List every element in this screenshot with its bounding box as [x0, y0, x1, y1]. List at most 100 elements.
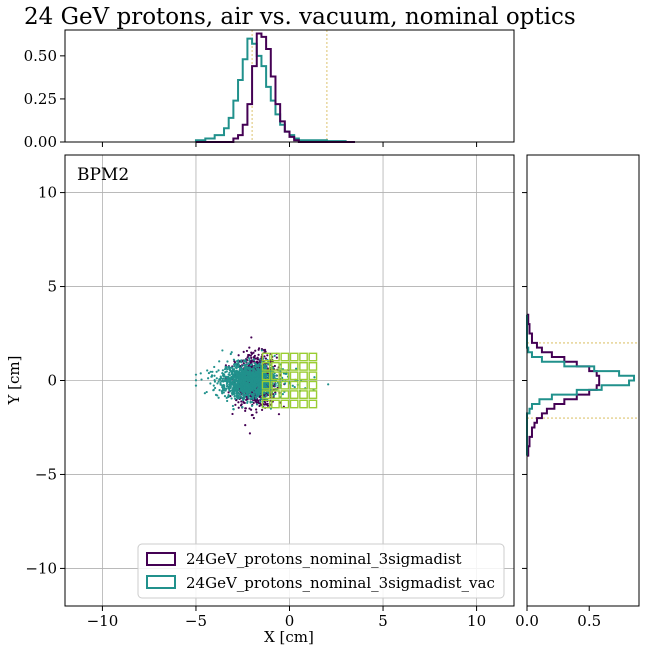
scatter-point: [253, 386, 256, 390]
scatter-point: [244, 424, 247, 427]
top-x-ticks: [101, 142, 478, 147]
x-tick-label: 5: [378, 612, 388, 630]
scatter-point: [240, 400, 243, 403]
scatter-point: [255, 391, 258, 394]
scatter-point: [245, 349, 249, 353]
overlay-cell: [289, 380, 299, 390]
scatter-point: [229, 390, 232, 393]
scatter-point: [244, 409, 247, 412]
main-grid-lines: [65, 155, 514, 606]
scatter-point: [212, 384, 215, 387]
scatter-point: [225, 387, 228, 390]
scatter-point: [194, 373, 198, 376]
scatter-point: [232, 369, 235, 372]
scatter-point: [263, 375, 267, 378]
scatter-point: [213, 386, 217, 390]
scatter-point: [247, 367, 250, 371]
overlay-cell: [271, 399, 280, 409]
scatter-point: [251, 400, 254, 404]
scatter-point: [257, 368, 261, 371]
scatter-point: [249, 400, 252, 403]
scatter-point: [218, 360, 221, 363]
scatter-point: [219, 381, 222, 385]
scatter-point: [232, 408, 235, 411]
scatter-point: [253, 374, 256, 377]
overlay-cell: [271, 380, 280, 390]
scatter-point: [226, 360, 229, 363]
scatter-point: [221, 385, 224, 388]
legend-box: [137, 543, 505, 599]
scatter-point: [232, 374, 235, 377]
scatter-point: [242, 383, 245, 386]
scatter-point: [221, 349, 224, 352]
scatter-point: [249, 380, 252, 384]
scatter-point: [244, 360, 247, 363]
scatter-point: [222, 372, 225, 376]
scatter-point: [209, 382, 212, 385]
scatter-point: [272, 366, 275, 369]
overlay-cell: [308, 362, 318, 371]
scatter-point: [237, 401, 240, 404]
scatter-point: [227, 394, 230, 398]
overlay-cell: [261, 362, 271, 371]
scatter-point: [255, 367, 258, 370]
scatter-point: [238, 389, 242, 392]
scatter-point: [223, 380, 227, 383]
top-y-tick-label: 0.00: [24, 133, 57, 151]
scatter-point: [283, 382, 287, 385]
scatter-point: [230, 351, 233, 354]
scatter-point: [257, 347, 261, 350]
main-y-ticks: −10 −5 0 5 10: [25, 184, 65, 577]
scatter-point: [225, 370, 228, 373]
overlay-cell: [289, 390, 299, 399]
scatter-point: [275, 356, 278, 359]
scatter-point: [249, 396, 253, 400]
scatter-point: [248, 432, 252, 435]
scatter-point: [255, 408, 258, 411]
scatter-point: [243, 368, 247, 371]
scatter-point: [252, 365, 255, 368]
scatter-point: [237, 365, 240, 369]
scatter-point: [263, 363, 266, 366]
scatter-point: [273, 364, 276, 368]
scatter-point: [254, 395, 257, 398]
scatter-point: [253, 379, 256, 382]
scatter-point: [256, 383, 259, 387]
scatter-point: [254, 349, 257, 352]
scatter-point: [237, 396, 240, 399]
scatter-point: [255, 373, 258, 376]
scatter-point: [247, 388, 251, 391]
scatter-point: [255, 393, 258, 396]
scatter-point: [258, 371, 261, 374]
scatter-point: [194, 384, 198, 387]
scatter-point: [259, 373, 263, 376]
legend: 24GeV_protons_nominal_3sigmadist 24GeV_p…: [137, 543, 505, 599]
scatter-point: [242, 394, 245, 397]
scatter-point: [213, 365, 216, 369]
scatter-point: [251, 379, 254, 382]
overlay-cell: [289, 362, 299, 371]
scatter-point: [234, 378, 237, 381]
scatter-point: [211, 370, 214, 373]
scatter-point: [250, 404, 254, 407]
top-hist-air: [195, 32, 355, 143]
scatter-point: [257, 392, 261, 395]
scatter-point: [233, 394, 236, 398]
scatter-point: [238, 376, 241, 379]
scatter-point: [262, 392, 266, 395]
scatter-point: [229, 369, 232, 373]
scatter-point: [258, 388, 261, 392]
scatter-point: [233, 387, 236, 390]
scatter-point: [259, 368, 262, 371]
scatter-point: [199, 372, 202, 375]
main-x-ticks: −10 −5 0 5 10: [87, 606, 486, 630]
scatter-point: [242, 400, 245, 404]
scatter-point: [240, 372, 243, 375]
top-guide-lines: [251, 30, 328, 142]
overlay-cell: [299, 362, 308, 371]
scatter-point: [250, 336, 253, 339]
scatter-point: [244, 363, 247, 366]
scatter-point: [237, 359, 240, 362]
scatter-point: [264, 385, 268, 388]
scatter-point: [259, 397, 263, 400]
